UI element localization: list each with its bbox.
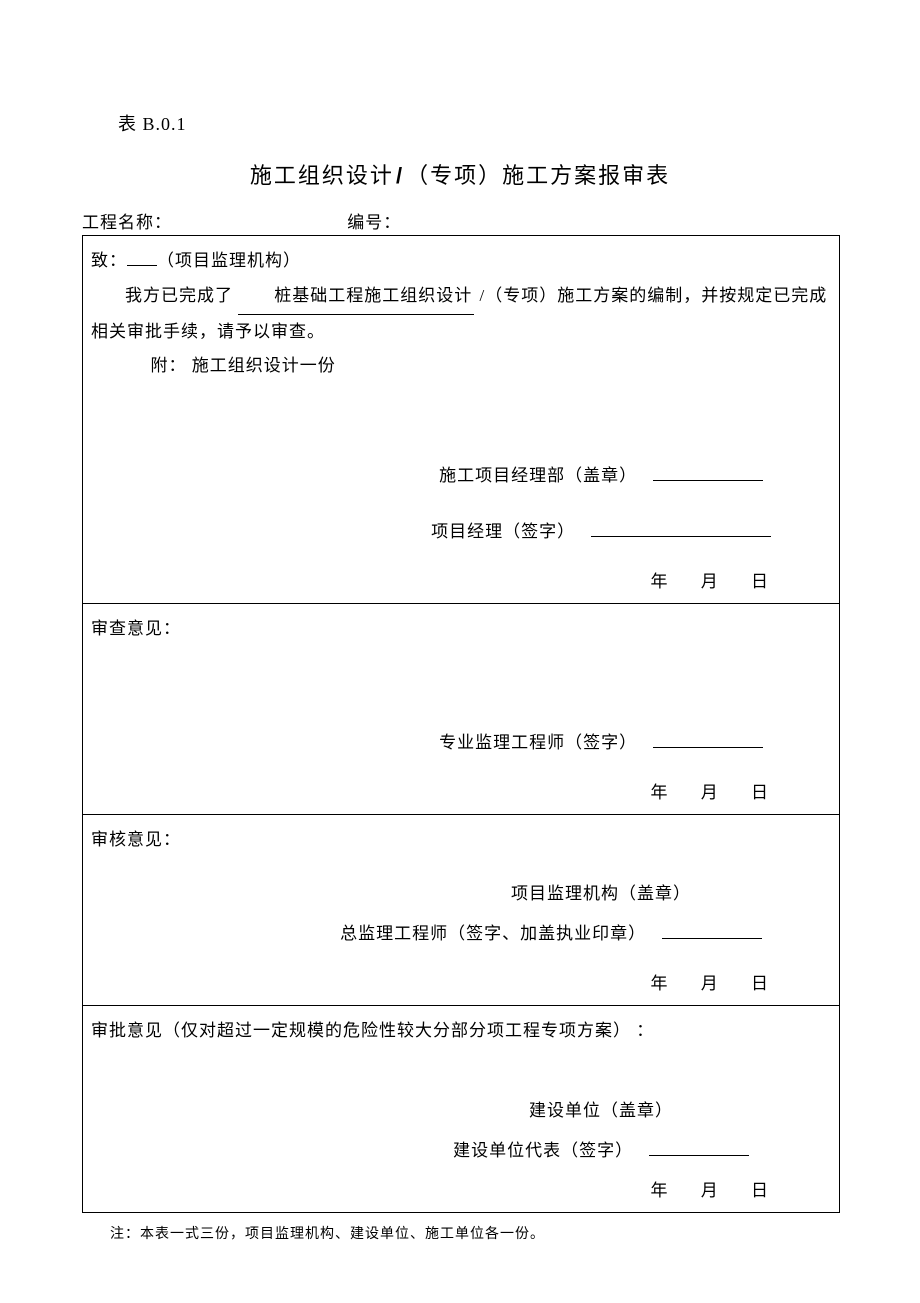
sign1-label: 项目经理（签字）	[431, 522, 575, 541]
date-d: 日	[751, 967, 795, 1001]
to-suffix: （项目监理机构）	[157, 251, 301, 270]
approval-stamp-line: 建设单位（盖章）	[91, 1094, 831, 1128]
approval-sign-blank	[649, 1139, 749, 1155]
audit-stamp-label: 项目监理机构（盖章）	[511, 884, 691, 903]
date-d: 日	[751, 565, 795, 599]
audit-sign-line: 总监理工程师（签字、加盖执业印章）	[91, 917, 831, 951]
section-applicant: 致： （项目监理机构） 我方已完成了 桩基础工程施工组织设计 /（专项）施工方案的…	[83, 236, 839, 603]
section-review: 审查意见： 专业监理工程师（签字） 年 月 日	[83, 603, 839, 814]
date-y: 年	[651, 967, 695, 1001]
review-sign-blank	[653, 731, 763, 747]
date4: 年 月 日	[91, 1174, 831, 1208]
form-table: 致： （项目监理机构） 我方已完成了 桩基础工程施工组织设计 /（专项）施工方案的…	[82, 235, 840, 1213]
body-underlined: 桩基础工程施工组织设计	[238, 278, 474, 315]
body-line1: 我方已完成了 桩基础工程施工组织设计 /（专项）施工方案的编制，并按规定已完成	[91, 278, 831, 315]
audit-sign-label: 总监理工程师（签字、加盖执业印章）	[340, 924, 646, 943]
title-slash: /	[394, 163, 406, 188]
footnote: 注：本表一式三份，项目监理机构、建设单位、施工单位各一份。	[110, 1223, 838, 1243]
sign1-blank	[591, 520, 771, 536]
review-sign-line: 专业监理工程师（签字）	[91, 726, 831, 760]
date-y: 年	[651, 565, 695, 599]
approval-heading: 审批意见（仅对超过一定规模的危险性较大分部分项工程专项方案） ：	[91, 1014, 654, 1048]
date-y: 年	[651, 776, 695, 810]
audit-sign-blank	[662, 922, 762, 938]
section-approval: 审批意见（仅对超过一定规模的危险性较大分部分项工程专项方案） ： 建设单位（盖章…	[83, 1005, 839, 1212]
stamp1-label: 施工项目经理部（盖章）	[439, 466, 637, 485]
addressee-line: 致： （项目监理机构）	[91, 244, 831, 278]
stamp1-blank	[653, 464, 763, 480]
body-line2: 相关审批手续，请予以审查。	[91, 315, 831, 349]
body-mid: /（专项）施工方案的编制，并按规定已完成	[480, 286, 828, 305]
date2: 年 月 日	[91, 776, 831, 810]
date-y: 年	[651, 1174, 695, 1208]
date-m: 月	[701, 565, 745, 599]
date-m: 月	[701, 1174, 745, 1208]
approval-stamp-label: 建设单位（盖章）	[529, 1101, 673, 1120]
spacer	[91, 383, 831, 453]
date-d: 日	[751, 776, 795, 810]
sign1-line: 项目经理（签字）	[91, 515, 831, 549]
approval-sign-line: 建设单位代表（签字）	[91, 1134, 831, 1168]
review-sign-label: 专业监理工程师（签字）	[439, 733, 637, 752]
number-label: 编号：	[347, 208, 401, 233]
date3: 年 月 日	[91, 967, 831, 1001]
review-heading: 审查意见：	[91, 612, 181, 646]
attachment-line: 附： 施工组织设计一份	[91, 349, 831, 383]
title-pre: 施工组织设计	[250, 163, 394, 188]
meta-row: 工程名称： 编号：	[82, 208, 838, 233]
to-blank	[127, 250, 157, 266]
date-m: 月	[701, 967, 745, 1001]
audit-heading: 审核意见：	[91, 823, 181, 857]
form-code: 表 B.0.1	[118, 110, 838, 136]
project-name-label: 工程名称：	[82, 208, 172, 233]
stamp1-line: 施工项目经理部（盖章）	[91, 459, 831, 493]
date-m: 月	[701, 776, 745, 810]
body-pre: 我方已完成了	[125, 286, 233, 305]
date1: 年 月 日	[91, 565, 831, 599]
date-d: 日	[751, 1174, 795, 1208]
approval-sign-label: 建设单位代表（签字）	[453, 1141, 633, 1160]
audit-stamp-line: 项目监理机构（盖章）	[91, 877, 831, 911]
page: 表 B.0.1 施工组织设计/（专项）施工方案报审表 工程名称： 编号： 致： （…	[0, 0, 920, 1283]
form-title: 施工组织设计/（专项）施工方案报审表	[82, 158, 838, 190]
to-prefix: 致：	[91, 251, 127, 270]
section-audit: 审核意见： 项目监理机构（盖章） 总监理工程师（签字、加盖执业印章） 年 月 日	[83, 814, 839, 1005]
title-post: （专项）施工方案报审表	[406, 163, 670, 188]
